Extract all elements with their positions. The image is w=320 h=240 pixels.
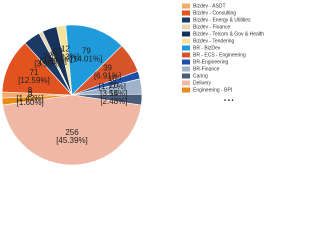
slice-percent: [3.90%] xyxy=(34,60,61,69)
legend-label: Bizdev - Telcom & Gov & Health xyxy=(193,31,264,37)
pie-slice xyxy=(1,94,73,106)
legend-swatch xyxy=(182,10,190,16)
slice-value: 22 xyxy=(43,52,52,61)
legend-swatch xyxy=(182,80,190,86)
slice-percent: [3.37%] xyxy=(45,54,72,63)
slice-value: 20 xyxy=(109,81,118,90)
legend-label: Bizdev - Finance xyxy=(193,24,230,30)
legend-label: Bizdev - Energy & Utilities xyxy=(193,17,251,23)
legend-swatch xyxy=(182,31,190,37)
legend-swatch xyxy=(182,24,190,30)
legend-pager[interactable]: • • • xyxy=(224,99,234,105)
legend-label: Bizdev - Tendering xyxy=(193,38,235,44)
slice-value: 10 xyxy=(108,74,117,83)
slice-percent: [6.91%] xyxy=(94,72,121,81)
slice-percent: [45.39%] xyxy=(56,136,88,145)
slice-value: 9 xyxy=(28,90,33,99)
chart: 8[1.42%]71[12.59%]22[3.90%]5[0.89%]19[3.… xyxy=(1,3,264,166)
legend-swatch xyxy=(182,59,190,65)
slice-percent: [1.42%] xyxy=(16,94,43,103)
slice-value: 8 xyxy=(28,86,33,95)
slice-percent: [0.89%] xyxy=(40,57,67,66)
slice-labels: 8[1.42%]71[12.59%]22[3.90%]5[0.89%]19[3.… xyxy=(16,45,127,145)
legend-label: Bizdev - ASDT xyxy=(193,3,226,9)
slice-percent: [1.60%] xyxy=(17,98,44,107)
legend-swatch xyxy=(182,73,190,79)
slice-value: 5 xyxy=(51,49,56,58)
slice-value: 12 xyxy=(61,45,70,54)
slice-value: 79 xyxy=(82,47,91,56)
slice-value: 39 xyxy=(103,64,112,73)
slice-percent: [2.13%] xyxy=(52,53,79,62)
legend-label: BR-Engineering xyxy=(193,59,229,65)
legend-label: BR-Finance xyxy=(193,66,220,72)
slice-percent: [2.48%] xyxy=(100,97,127,106)
pie-slice xyxy=(65,24,123,96)
legend-swatch xyxy=(182,38,190,44)
legend-label: Engineering - BPI xyxy=(193,87,232,93)
legend-swatch xyxy=(182,17,190,23)
legend-swatch xyxy=(182,3,190,9)
legend-swatch xyxy=(182,87,190,93)
pie xyxy=(1,24,143,166)
slice-value: 71 xyxy=(30,68,39,77)
legend-swatch xyxy=(182,45,190,51)
slice-percent: [3.55%] xyxy=(100,89,127,98)
legend-label: BR - ECS - Engineering xyxy=(193,52,246,58)
slice-percent: [14.01%] xyxy=(71,55,103,64)
slice-percent: [12.59%] xyxy=(18,76,50,85)
legend-label: Bizdev - Consulting xyxy=(193,10,236,16)
slice-value: 256 xyxy=(65,128,79,137)
slice-value: 19 xyxy=(54,46,63,55)
legend-swatch xyxy=(182,52,190,58)
legend-label: BR - BizDev xyxy=(193,45,221,51)
slice-percent: [1.77%] xyxy=(99,82,126,91)
legend-label: Delivery xyxy=(193,80,212,86)
pie-slice xyxy=(2,94,142,166)
legend-swatch xyxy=(182,66,190,72)
legend-label: Caring xyxy=(193,73,208,79)
slice-value: 14 xyxy=(109,89,118,98)
